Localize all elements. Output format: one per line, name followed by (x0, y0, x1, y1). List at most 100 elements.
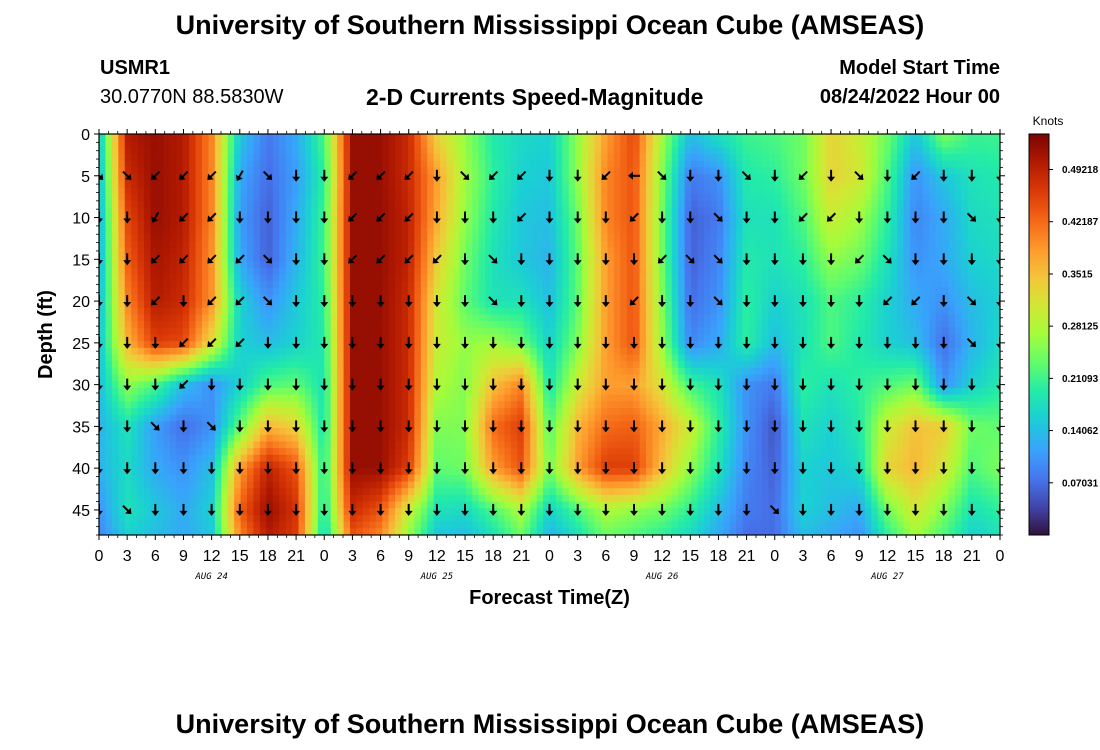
heat-cell (794, 174, 802, 182)
heat-cell (401, 200, 409, 209)
heat-cell (800, 287, 808, 295)
heat-cell (549, 220, 557, 229)
heat-cell (884, 307, 892, 316)
heat-cell (839, 187, 847, 195)
heat-cell (787, 354, 795, 362)
heat-cell (137, 307, 145, 316)
heat-cell (806, 200, 814, 209)
heat-cell (607, 274, 615, 282)
heat-cell (156, 220, 164, 229)
heat-cell (452, 147, 460, 155)
heat-cell (189, 207, 197, 215)
heat-cell (987, 321, 995, 329)
heat-cell (523, 194, 531, 202)
heat-cell (948, 260, 956, 269)
heat-cell (555, 234, 563, 242)
heat-cell (362, 240, 370, 249)
heat-cell (987, 207, 995, 215)
heat-cell (414, 200, 422, 209)
heat-cell (942, 287, 950, 295)
heat-cell (311, 327, 319, 336)
heat-cell (639, 301, 647, 309)
heat-cell (961, 220, 969, 229)
heat-cell (671, 287, 679, 295)
heat-cell (208, 187, 216, 195)
heat-cell (967, 180, 975, 189)
heat-cell (124, 267, 132, 275)
heat-cell (414, 207, 422, 215)
heat-cell (948, 327, 956, 336)
heat-cell (510, 301, 518, 309)
heat-cell (954, 187, 962, 195)
heat-cell (974, 341, 982, 349)
heat-cell (330, 214, 338, 222)
heat-cell (813, 187, 821, 195)
heat-cell (594, 147, 602, 155)
heat-cell (890, 361, 898, 369)
heat-cell (665, 227, 673, 235)
heat-cell (633, 367, 641, 376)
heat-cell (993, 160, 1000, 169)
heat-cell (723, 180, 731, 189)
heat-cell (356, 281, 364, 289)
heat-cell (684, 274, 692, 282)
heat-cell (555, 281, 563, 289)
heat-cell (459, 220, 467, 229)
heat-cell (678, 180, 686, 189)
heat-cell (774, 281, 782, 289)
heat-cell (208, 294, 216, 302)
heat-cell (800, 134, 808, 142)
heat-cell (761, 327, 769, 336)
heat-cell (903, 327, 911, 336)
heat-cell (330, 194, 338, 202)
heat-cell (349, 367, 358, 376)
heat-cell (871, 240, 879, 249)
heat-cell (987, 341, 995, 349)
heat-cell (819, 361, 827, 369)
heat-cell (639, 140, 647, 148)
heat-cell (420, 254, 428, 262)
heat-cell (839, 287, 847, 295)
heat-cell (897, 267, 905, 275)
heat-cell (517, 321, 525, 329)
heat-cell (703, 227, 711, 235)
heat-cell (562, 334, 570, 342)
heat-cell (189, 307, 197, 316)
heat-cell (105, 220, 113, 229)
heat-cell (607, 240, 615, 249)
heat-cell (948, 214, 956, 222)
heat-cell (137, 367, 145, 376)
heat-cell (942, 314, 950, 322)
heat-cell (575, 307, 583, 316)
heat-cell (169, 274, 177, 282)
heat-cell (929, 307, 937, 316)
heat-cell (266, 361, 274, 369)
heat-cell (227, 234, 235, 242)
heat-cell (137, 334, 145, 342)
heat-cell (678, 240, 686, 249)
heat-cell (163, 301, 171, 309)
heat-cell (169, 134, 177, 142)
heat-cell (330, 180, 338, 189)
heat-cell (897, 314, 905, 322)
heat-cell (337, 234, 345, 242)
heat-cell (382, 260, 390, 269)
heat-cell (414, 214, 422, 222)
heat-cell (440, 341, 448, 349)
heat-cell (806, 327, 814, 336)
heat-cell (845, 207, 853, 215)
heat-cell (414, 361, 422, 369)
heat-cell (337, 321, 345, 329)
heat-cell (781, 154, 789, 162)
heat-cell (845, 147, 853, 155)
heat-cell (433, 234, 441, 242)
heat-cell (671, 167, 679, 175)
heat-cell (575, 134, 583, 142)
heat-cell (99, 187, 107, 195)
heat-cell (942, 234, 950, 242)
heat-cell (794, 160, 802, 169)
heat-cell (272, 301, 280, 309)
heat-cell (311, 240, 319, 249)
heat-cell (343, 154, 351, 162)
heat-cell (974, 187, 982, 195)
